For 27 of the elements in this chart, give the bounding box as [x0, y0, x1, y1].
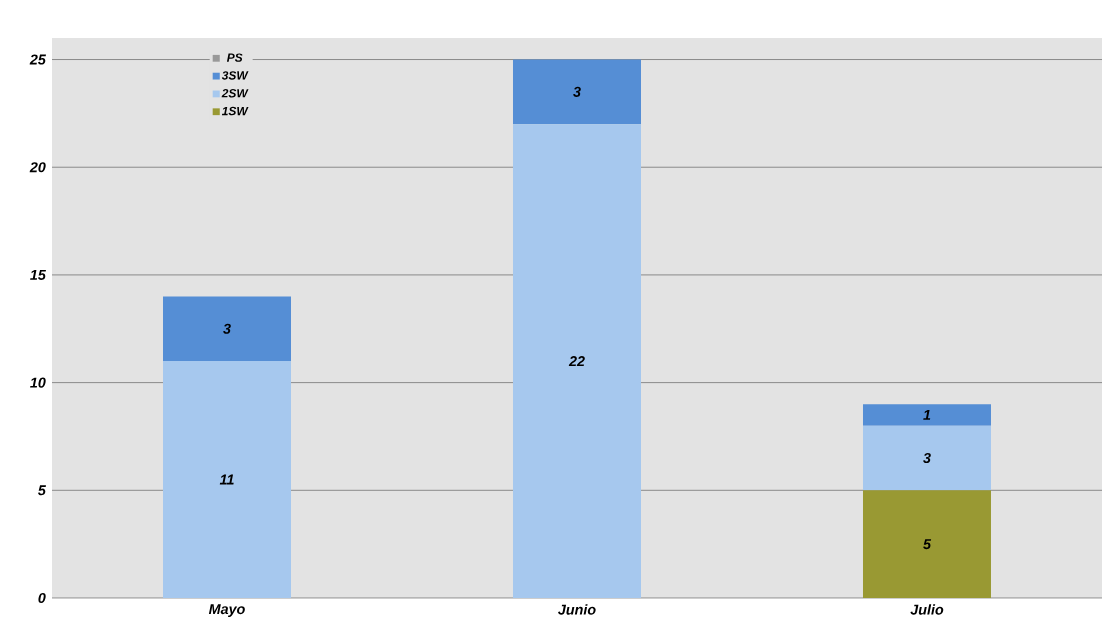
bar — [862, 490, 991, 598]
y-tick-label: 0 — [38, 592, 46, 604]
y-tick-label: 10 — [30, 377, 46, 388]
legend-label: PS — [226, 53, 243, 62]
x-tick-label: Julio — [910, 604, 944, 615]
data-label: 11 — [219, 474, 234, 485]
bar — [512, 59, 641, 125]
bar — [163, 361, 291, 598]
legend-label: 2SW — [221, 89, 249, 98]
y-tick-label: 20 — [29, 162, 46, 173]
bar — [862, 425, 991, 491]
data-label: 1 — [923, 409, 931, 420]
data-label: 5 — [923, 539, 932, 550]
y-tick-label: 25 — [29, 54, 46, 65]
legend-label: 3SW — [221, 71, 249, 80]
data-label: 3 — [223, 323, 231, 334]
data-label: 22 — [568, 356, 585, 367]
data-label: 3 — [923, 452, 931, 464]
y-tick-label: 5 — [37, 485, 46, 496]
y-tick-label: 15 — [30, 269, 46, 280]
bar — [862, 404, 991, 426]
data-label: 3 — [573, 86, 581, 97]
bar — [512, 124, 641, 598]
x-tick-label: Junio — [558, 604, 596, 615]
legend-label: 1SW — [221, 106, 249, 116]
bar — [163, 296, 291, 362]
x-tick-label: Mayo — [208, 604, 245, 618]
